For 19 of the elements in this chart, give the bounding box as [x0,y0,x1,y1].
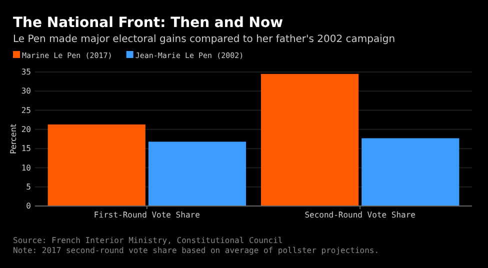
bar [260,74,359,206]
y-tick-label: 15 [21,144,32,154]
x-tick-label: First-Round Vote Share [94,210,200,220]
y-tick-label: 10 [21,163,32,172]
y-tick-label: 35 [21,68,32,77]
chart-subtitle: Le Pen made major electoral gains compared to her father's 2002 campaign [13,34,396,45]
bar [362,138,460,206]
y-tick-label: 25 [21,106,32,115]
chart-title: The National Front: Then and Now [13,15,284,31]
y-tick-label: 0 [26,202,32,211]
source-note: Source: French Interior Ministry, Constitutional Council [13,236,283,245]
y-axis-title: Percent [9,124,18,154]
y-tick-label: 20 [21,124,32,134]
bar [48,124,146,206]
bar [148,142,246,206]
text: Note: 2017 second-round vote share based on average of pollster projections. [13,246,380,255]
x-tick-label: Second-Round Vote Share [304,210,416,220]
y-tick-label: 30 [21,86,32,96]
y-tick-label: 5 [26,182,32,192]
